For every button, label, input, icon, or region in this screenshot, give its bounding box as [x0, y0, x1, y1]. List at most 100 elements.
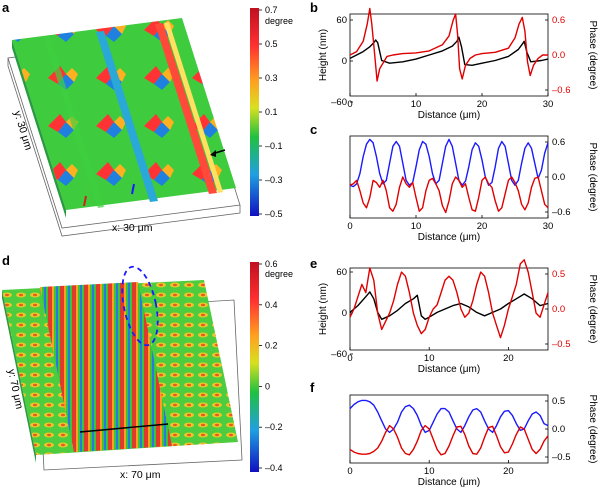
- colorbar-tick-label: 0.6: [265, 259, 278, 269]
- x-tick-label: 20: [503, 466, 514, 477]
- series-line: [349, 424, 549, 456]
- x-tick-label: 0: [347, 353, 352, 364]
- y-right-axis-label: Phase (degree): [587, 143, 598, 212]
- colorbar-tick-label: 0.3: [265, 73, 278, 83]
- colorbar-tick-label: –0.2: [265, 422, 283, 432]
- map-a-arrow-head-icon: [210, 150, 216, 157]
- x-axis-label: Distance (μm): [418, 364, 480, 375]
- map-a-axis: [7, 58, 241, 237]
- panel-label-f: f: [310, 380, 315, 395]
- map-a-ridge-1: [96, 31, 158, 202]
- x-tick-label: 10: [411, 99, 422, 110]
- x-tick-label: 0: [347, 99, 352, 110]
- y-right-tick-label: 0.5: [552, 396, 565, 407]
- colorbar-a: degree 0.7 0.5 0.3 0.1 –0.1 –0.3 –0.5: [250, 5, 293, 219]
- x-tick-label: 10: [424, 353, 435, 364]
- map-a-ridge-3: [164, 22, 223, 193]
- colorbar-tick-label: –0.1: [265, 141, 283, 151]
- y-left-axis-label: Height (nm): [318, 29, 329, 81]
- colorbar-d-ticks: 0.6 0.4 0.2 0 –0.2 –0.4: [259, 259, 283, 473]
- panel-label-e: e: [310, 256, 317, 271]
- x-tick-label: 10: [411, 221, 422, 232]
- series-line: [349, 7, 548, 82]
- chart-c: 0 10 20 30 Distance (μm) 0.6 0.0 –0.6 Phase (deg…: [347, 135, 598, 243]
- map-a-front: [12, 40, 66, 218]
- map-a-x-label: x: 30 μm: [112, 222, 153, 234]
- colorbar-tick-label: –0.5: [265, 209, 283, 219]
- phase-map-d: y: 70 μm x: 70 μm: [2, 265, 243, 481]
- map-d-highlight-ellipse: [121, 265, 159, 347]
- y-left-tick-label: 60: [336, 15, 347, 26]
- y-right-tick-label: –0.6: [552, 207, 571, 218]
- y-right-tick-label: 0.0: [552, 424, 565, 435]
- series-line: [349, 291, 549, 320]
- y-right-tick-label: –0.5: [552, 452, 571, 463]
- y-right-tick-label: –0.6: [552, 85, 571, 96]
- x-axis-label: Distance (μm): [418, 232, 480, 243]
- y-left-tick-label: 0: [342, 56, 347, 67]
- colorbar-tick-label: 0.1: [265, 107, 278, 117]
- chart-f: 0 10 20 Distance (μm) 0.5 0.0 –0.5 Phase (degre…: [347, 395, 598, 488]
- x-tick-label: 20: [503, 353, 514, 364]
- colorbar-tick-label: 0.2: [265, 341, 278, 351]
- colorbar-a-ticks: 0.7 0.5 0.3 0.1 –0.1 –0.3 –0.5: [259, 5, 283, 219]
- colorbar-tick-label: –0.4: [265, 463, 283, 473]
- map-d-stripes: [40, 282, 172, 452]
- panel-label-d: d: [2, 253, 10, 268]
- y-right-axis-label: Phase (degree): [587, 275, 598, 344]
- x-tick-label: 30: [543, 99, 554, 110]
- y-right-tick-label: –0.5: [552, 339, 571, 350]
- map-d-x-label: x: 70 μm: [120, 469, 161, 481]
- colorbar-a-bar: [250, 8, 259, 216]
- plot-frame: [349, 267, 549, 351]
- y-right-tick-label: 0.0: [552, 50, 565, 61]
- x-tick-label: 0: [347, 466, 352, 477]
- panel-label-c: c: [310, 122, 317, 137]
- x-tick-label: 30: [543, 221, 554, 232]
- series-line: [349, 138, 549, 188]
- y-left-tick-label: –60: [331, 349, 347, 360]
- y-right-tick-label: 0.6: [552, 137, 565, 148]
- y-right-tick-label: 0.0: [552, 304, 565, 315]
- y-left-tick-label: –60: [331, 97, 347, 108]
- x-tick-label: 20: [477, 221, 488, 232]
- map-d-profile-line: [79, 423, 169, 433]
- series-line: [349, 259, 549, 339]
- x-axis-label: Distance (μm): [418, 477, 480, 488]
- y-right-axis-label: Phase (degree): [587, 395, 598, 464]
- y-left-tick-label: 60: [336, 267, 347, 278]
- series-line: [349, 176, 549, 214]
- series-line: [349, 36, 549, 67]
- y-right-tick-label: 0.5: [552, 269, 565, 280]
- map-a-ridge-4: [44, 37, 104, 208]
- x-tick-label: 10: [424, 466, 435, 477]
- y-left-axis-label: Height (nm): [318, 283, 329, 335]
- x-axis-label: Distance (μm): [418, 110, 480, 121]
- y-right-axis-label: Phase (degree): [587, 21, 598, 90]
- colorbar-tick-label: 0.4: [265, 300, 278, 310]
- colorbar-tick-label: 0: [265, 381, 270, 391]
- map-a-marker-red: [83, 195, 87, 207]
- colorbar-d: degree 0.6 0.4 0.2 0 –0.2 –0.4: [250, 259, 293, 473]
- x-tick-label: 20: [477, 99, 488, 110]
- y-right-tick-label: 0.6: [552, 15, 565, 26]
- colorbar-tick-label: –0.3: [265, 175, 283, 185]
- map-a-marker-blue: [131, 183, 135, 195]
- series-line: [349, 399, 549, 434]
- colorbar-d-bar: [250, 262, 259, 472]
- panel-label-b: b: [310, 0, 318, 15]
- map-a-ridge-2: [155, 23, 217, 194]
- y-left-tick-label: 0: [342, 308, 347, 319]
- x-tick-label: 0: [347, 221, 352, 232]
- panel-label-a: a: [2, 0, 10, 15]
- map-d-front: [2, 290, 36, 463]
- phase-map-a: y: 30 μm x: 30 μm: [7, 18, 241, 237]
- colorbar-d-unit: degree: [265, 269, 293, 279]
- plot-frame: [349, 394, 549, 464]
- y-right-tick-label: 0.0: [552, 172, 565, 183]
- colorbar-tick-label: 0.7: [265, 5, 278, 15]
- colorbar-a-unit: degree: [265, 16, 293, 26]
